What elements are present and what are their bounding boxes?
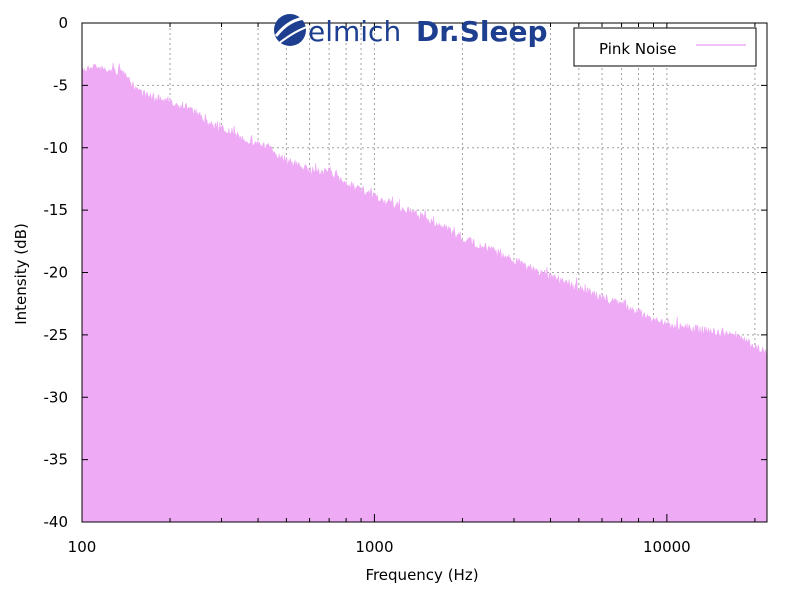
y-tick-label: -15 — [44, 201, 69, 219]
axis-ticks: 0 -5 -10 -15 -20 -25 -30 -35 -40 100 1000 10000 — [44, 14, 767, 556]
legend: Pink Noise — [573, 27, 757, 67]
x-axis-title: Frequency (Hz) — [365, 566, 478, 584]
x-tick-label: 1000 — [355, 538, 393, 556]
y-tick-label: -40 — [44, 513, 69, 531]
y-tick-label: 0 — [58, 14, 68, 32]
brand-logo: elmich Dr.Sleep — [274, 14, 547, 48]
legend-box — [573, 27, 757, 67]
brand-product: Dr.Sleep — [416, 15, 547, 48]
y-tick-label: -20 — [44, 264, 69, 282]
brand-name: elmich — [308, 15, 401, 48]
y-tick-label: -30 — [44, 388, 69, 406]
y-tick-label: -10 — [44, 139, 69, 157]
elmich-globe-icon — [274, 14, 311, 46]
pink-noise-area — [81, 62, 768, 523]
legend-label: Pink Noise — [599, 40, 676, 58]
x-tick-label: 10000 — [643, 538, 691, 556]
x-tick-label: 100 — [68, 538, 97, 556]
y-tick-label: -25 — [44, 326, 69, 344]
y-tick-label: -5 — [53, 76, 68, 94]
y-tick-label: -35 — [44, 451, 69, 469]
y-axis-title: Intensity (dB) — [12, 223, 30, 325]
